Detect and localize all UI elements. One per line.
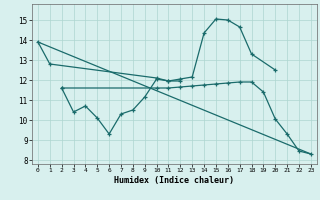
X-axis label: Humidex (Indice chaleur): Humidex (Indice chaleur) xyxy=(115,176,234,185)
